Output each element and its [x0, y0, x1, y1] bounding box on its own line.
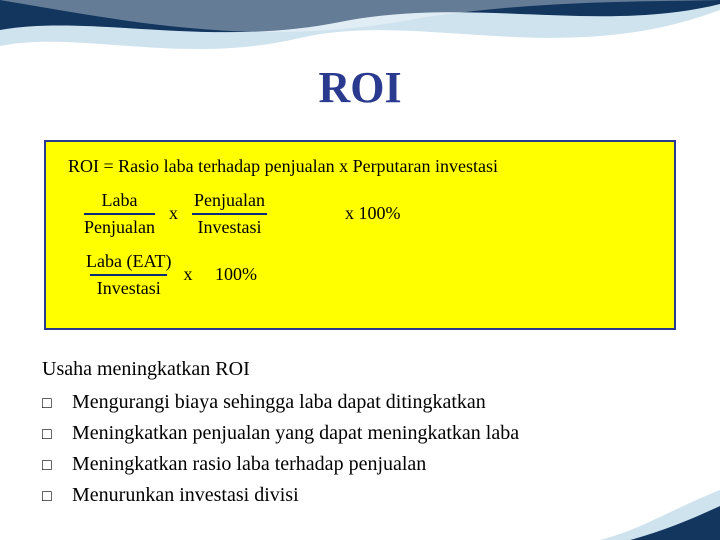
- times-operator: x: [155, 202, 192, 225]
- bullet-text: Meningkatkan rasio laba terhadap penjual…: [72, 449, 426, 480]
- bullet-item: □ Meningkatkan rasio laba terhadap penju…: [42, 449, 678, 480]
- body-heading: Usaha meningkatkan ROI: [42, 354, 678, 385]
- formula-row-1: Laba Penjualan x Penjualan Investasi x 1…: [84, 189, 656, 238]
- denominator: Investasi: [192, 213, 267, 239]
- bullet-item: □ Meningkatkan penjualan yang dapat meni…: [42, 418, 678, 449]
- checkbox-icon: □: [42, 423, 72, 448]
- checkbox-icon: □: [42, 454, 72, 479]
- checkbox-icon: □: [42, 392, 72, 417]
- numerator: Laba (EAT): [84, 250, 173, 274]
- bullet-item: □ Menurunkan investasi divisi: [42, 480, 678, 511]
- times-100pct: x 100%: [173, 263, 267, 286]
- bullet-text: Menurunkan investasi divisi: [72, 480, 299, 511]
- slide-title: ROI: [0, 62, 720, 113]
- checkbox-icon: □: [42, 485, 72, 510]
- fraction-penjualan-investasi: Penjualan Investasi: [192, 189, 267, 238]
- numerator: Penjualan: [192, 189, 267, 213]
- numerator: Laba: [84, 189, 155, 213]
- times-100pct: x 100%: [267, 202, 401, 225]
- bullet-text: Meningkatkan penjualan yang dapat mening…: [72, 418, 519, 449]
- formula-box: ROI = Rasio laba terhadap penjualan x Pe…: [44, 140, 676, 330]
- fraction-eat-investasi: Laba (EAT) Investasi: [84, 250, 173, 299]
- body-text: Usaha meningkatkan ROI □ Mengurangi biay…: [42, 354, 678, 511]
- denominator: Investasi: [90, 274, 167, 300]
- fraction-laba-penjualan: Laba Penjualan: [84, 189, 155, 238]
- bullet-item: □ Mengurangi biaya sehingga laba dapat d…: [42, 387, 678, 418]
- formula-row-2: Laba (EAT) Investasi x 100%: [84, 250, 656, 299]
- bullet-text: Mengurangi biaya sehingga laba dapat dit…: [72, 387, 486, 418]
- definition-line: ROI = Rasio laba terhadap penjualan x Pe…: [68, 156, 656, 177]
- denominator: Penjualan: [84, 213, 155, 239]
